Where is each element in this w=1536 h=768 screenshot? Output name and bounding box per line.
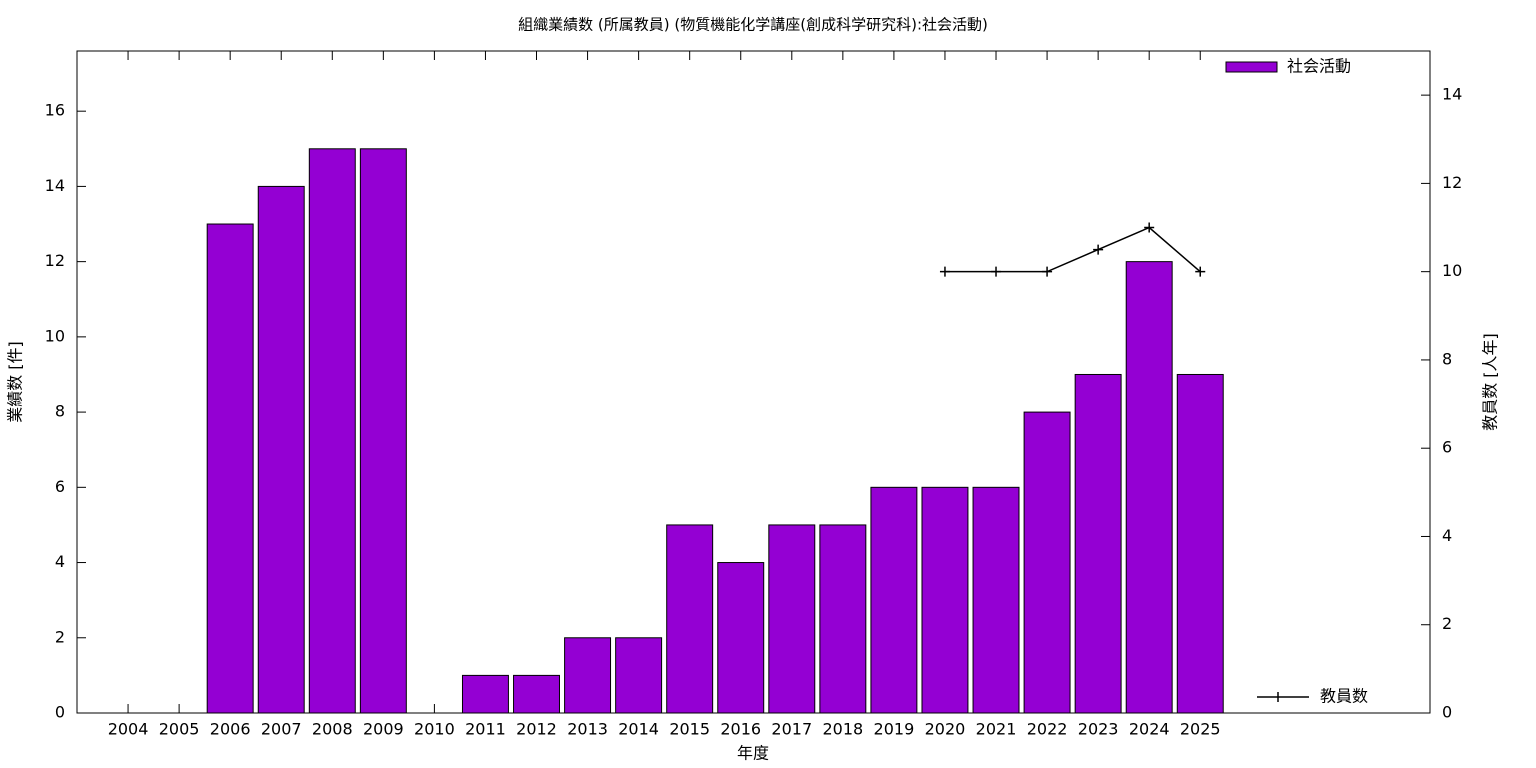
y-tick-label: 6 — [55, 477, 65, 496]
y2-axis-label: 教員数 [人年] — [1481, 333, 1500, 431]
y-tick-label: 10 — [45, 326, 65, 345]
x-tick-label: 2025 — [1180, 720, 1221, 739]
bar — [615, 637, 663, 714]
point — [1093, 244, 1104, 255]
bar — [513, 674, 560, 714]
y-tick-label: 8 — [55, 402, 65, 421]
y2-tick-label: 6 — [1442, 438, 1452, 457]
bar — [768, 524, 816, 714]
y2-tick-label: 10 — [1442, 261, 1462, 280]
y2-tick-label: 12 — [1442, 173, 1462, 192]
y-tick-label: 12 — [45, 251, 65, 270]
x-tick-label: 2010 — [414, 720, 455, 739]
bar — [666, 524, 714, 714]
x-tick-label: 2009 — [363, 720, 404, 739]
legend-swatch — [1225, 61, 1278, 73]
x-tick-label: 2007 — [261, 720, 302, 739]
bar — [564, 637, 612, 714]
point — [939, 266, 950, 277]
x-tick-label: 2017 — [771, 720, 812, 739]
x-tick-label: 2020 — [925, 720, 966, 739]
y-tick-label: 0 — [55, 703, 65, 722]
bar — [972, 486, 1020, 714]
y-tick-label: 16 — [45, 101, 65, 120]
point — [1195, 266, 1206, 277]
point — [991, 266, 1002, 277]
legend-label: 社会活動 — [1287, 57, 1351, 76]
x-tick-label: 2015 — [669, 720, 710, 739]
bar — [1074, 373, 1122, 714]
x-tick-label: 2024 — [1129, 720, 1170, 739]
y2-tick-label: 14 — [1442, 85, 1462, 104]
bar — [1125, 261, 1173, 714]
bar — [308, 148, 356, 714]
point — [1042, 266, 1053, 277]
x-tick-label: 2006 — [210, 720, 251, 739]
x-tick-label: 2008 — [312, 720, 353, 739]
y-tick-label: 14 — [45, 176, 65, 195]
x-axis-label: 年度 — [737, 744, 769, 763]
x-tick-label: 2004 — [108, 720, 149, 739]
bar — [359, 148, 407, 714]
x-tick-label: 2012 — [516, 720, 557, 739]
x-tick-label: 2018 — [822, 720, 863, 739]
bar — [257, 185, 305, 714]
x-tick-label: 2016 — [720, 720, 761, 739]
bar — [870, 486, 918, 714]
y2-tick-label: 0 — [1442, 703, 1452, 722]
point — [1144, 222, 1155, 233]
bar — [1023, 411, 1071, 714]
x-tick-label: 2011 — [465, 720, 506, 739]
bar — [206, 223, 254, 714]
x-tick-label: 2005 — [159, 720, 200, 739]
bar — [717, 562, 765, 714]
y2-tick-label: 8 — [1442, 349, 1452, 368]
y-tick-label: 4 — [55, 552, 65, 571]
bar — [819, 524, 867, 714]
y-axis-label: 業績数 [件] — [6, 341, 25, 423]
legend-label: 教員数 — [1320, 687, 1368, 706]
y2-tick-label: 4 — [1442, 526, 1452, 545]
x-tick-label: 2023 — [1078, 720, 1119, 739]
x-tick-label: 2022 — [1027, 720, 1068, 739]
y-tick-label: 2 — [55, 627, 65, 646]
x-tick-label: 2021 — [976, 720, 1017, 739]
bar — [1176, 373, 1224, 714]
bar — [921, 486, 969, 714]
chart-title: 組織業績数 (所属教員) (物質機能化学講座(創成科学研究科):社会活動) — [518, 16, 988, 34]
bar — [461, 674, 509, 714]
line — [944, 226, 1201, 273]
x-tick-label: 2013 — [567, 720, 608, 739]
y2-tick-label: 2 — [1442, 614, 1452, 633]
x-tick-label: 2019 — [874, 720, 915, 739]
x-tick-label: 2014 — [618, 720, 659, 739]
